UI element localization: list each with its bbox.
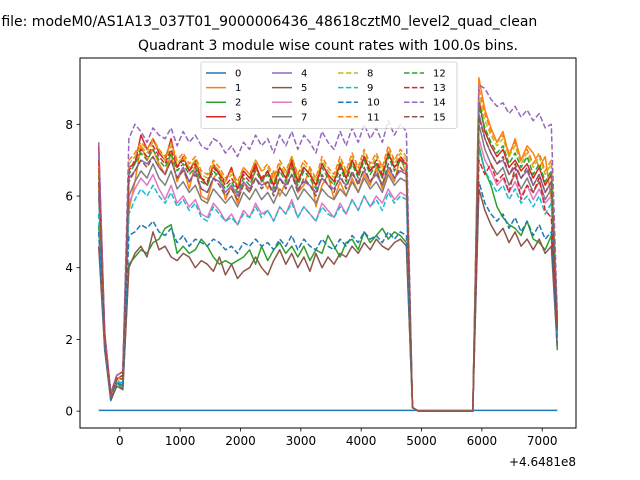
legend-label-2: 2 — [235, 98, 241, 109]
y-tick-label: 4 — [65, 261, 73, 275]
axes-frame — [79, 57, 577, 429]
series-line-13 — [97, 145, 559, 412]
x-offset-label: +4.6481e8 — [509, 455, 576, 469]
x-tick-label: 5000 — [406, 434, 437, 448]
y-tick-label: 8 — [65, 118, 73, 132]
legend-box — [200, 61, 458, 129]
chart-title: Quadrant 3 module wise count rates with … — [138, 38, 518, 54]
legend-label-9: 9 — [367, 83, 373, 94]
x-tick-label: 4000 — [346, 434, 377, 448]
x-tick-label: 2000 — [225, 434, 256, 448]
figure-suptitle: n file: modeM0/AS1A13_037T01_9000006436_… — [0, 14, 537, 30]
legend-label-13: 13 — [433, 83, 446, 94]
legend-label-3: 3 — [235, 112, 241, 123]
series-line-9 — [97, 148, 559, 412]
series-layer — [97, 76, 559, 412]
x-tick-label: 1000 — [165, 434, 196, 448]
series-line-15 — [97, 116, 559, 412]
x-tick-label: 6000 — [467, 434, 498, 448]
y-axis: 0 2 4 6 8 — [65, 118, 80, 419]
legend-label-11: 11 — [367, 112, 380, 123]
y-tick-label: 0 — [65, 405, 73, 419]
legend-label-6: 6 — [301, 98, 307, 109]
series-line-5 — [97, 188, 559, 412]
legend-label-14: 14 — [433, 98, 446, 109]
series-line-7 — [97, 123, 559, 412]
y-tick-label: 6 — [65, 190, 73, 204]
legend-label-15: 15 — [433, 112, 446, 123]
legend-label-1: 1 — [235, 83, 241, 94]
legend-label-7: 7 — [301, 112, 307, 123]
legend-label-4: 4 — [301, 69, 307, 80]
legend-label-8: 8 — [367, 69, 373, 80]
plot-area: 0 1000 2000 3000 4000 5000 6000 7000 0 2 4 6 8 +4.6… — [65, 57, 577, 469]
x-tick-label: 3000 — [286, 434, 317, 448]
legend-label-12: 12 — [433, 69, 446, 80]
legend-label-10: 10 — [367, 98, 380, 109]
legend-label-0: 0 — [235, 69, 241, 80]
series-line-3 — [97, 98, 559, 412]
series-line-12 — [97, 105, 559, 412]
x-tick-label: 7000 — [527, 434, 558, 448]
series-line-6 — [97, 137, 559, 412]
series-line-11 — [97, 87, 559, 412]
series-line-10 — [97, 180, 559, 412]
legend-label-5: 5 — [301, 83, 307, 94]
x-tick-label: 0 — [116, 434, 124, 448]
x-axis: 0 1000 2000 3000 4000 5000 6000 7000 — [116, 428, 557, 448]
series-line-8 — [97, 94, 559, 412]
series-line-14 — [97, 84, 559, 412]
y-tick-label: 2 — [65, 333, 73, 347]
